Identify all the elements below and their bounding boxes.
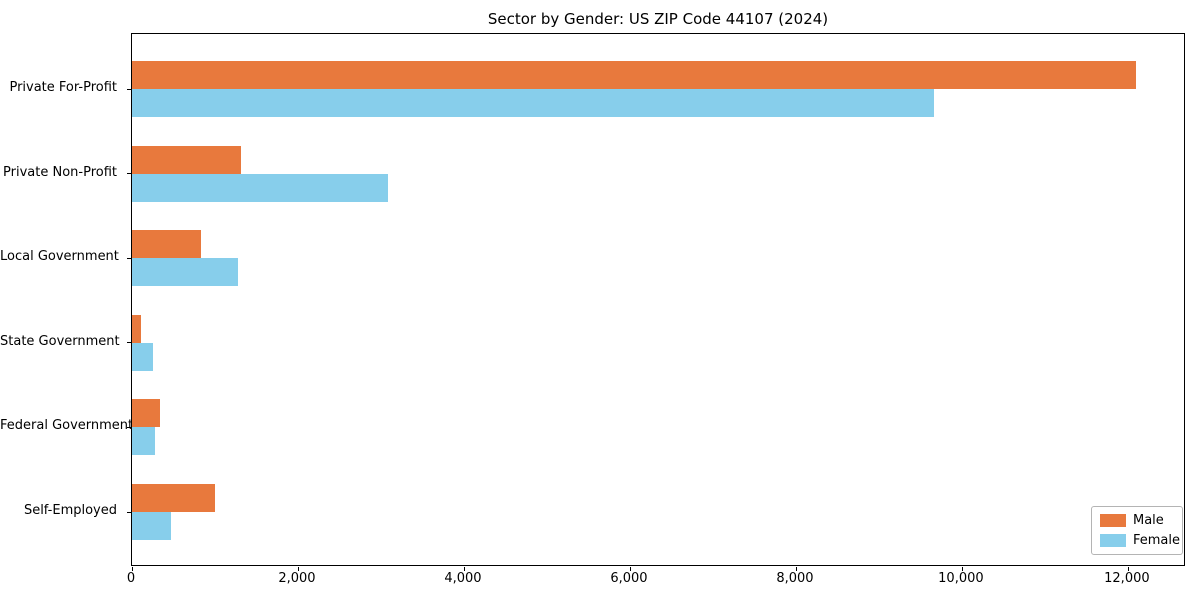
y-label-private-for-profit: Private For-Profit (9, 80, 117, 95)
x-label-12000: 12,000 (1104, 571, 1150, 586)
y-tick-federal-government (127, 426, 131, 428)
legend-entry-male: Male (1100, 513, 1174, 528)
x-tick-4000 (463, 567, 465, 571)
bar-male-federal-government (132, 399, 160, 428)
legend-swatch-male (1100, 514, 1126, 527)
bar-male-private-non-profit (132, 145, 241, 174)
x-label-10000: 10,000 (938, 571, 984, 586)
y-tick-state-government (127, 342, 131, 344)
legend-label-male: Male (1133, 513, 1164, 528)
bar-female-private-non-profit (132, 173, 388, 202)
bar-male-state-government (132, 314, 141, 343)
y-label-local-government: Local Government (0, 249, 119, 265)
x-label-2000: 2,000 (278, 571, 316, 586)
legend-label-female: Female (1133, 533, 1181, 548)
legend: Male Female (1091, 506, 1183, 555)
x-tick-6000 (629, 567, 631, 571)
x-label-6000: 6,000 (610, 571, 648, 586)
y-label-private-non-profit: Private Non-Profit (3, 164, 117, 180)
bar-female-state-government (132, 342, 153, 371)
y-tick-self-employed (127, 511, 131, 513)
x-label-4000: 4,000 (444, 571, 482, 586)
bar-female-federal-government (132, 427, 155, 456)
x-tick-0 (132, 567, 133, 571)
y-tick-private-for-profit (127, 88, 131, 90)
chart-title: Sector by Gender: US ZIP Code 44107 (202… (487, 10, 829, 28)
plot-area: Male Female (127, 33, 1185, 571)
y-label-federal-government: Federal Government (0, 418, 134, 434)
bar-female-self-employed (132, 512, 171, 540)
bar-male-local-government (132, 230, 201, 259)
bar-female-private-for-profit (132, 89, 934, 117)
y-label-self-employed: Self-Employed (23, 503, 117, 518)
x-axis-labels: 0 2,000 4,000 6,000 8,000 10,000 12,000 (127, 571, 1185, 591)
y-tick-local-government (127, 257, 131, 259)
bar-female-local-government (132, 258, 238, 287)
x-tick-12000 (1127, 567, 1129, 571)
x-tick-8000 (795, 567, 797, 571)
y-axis-labels: Private For-Profit Private Non-Profit Loca… (0, 33, 134, 566)
legend-swatch-female (1100, 534, 1126, 547)
x-label-0: 0 (126, 571, 136, 586)
bar-male-private-for-profit (132, 61, 1136, 89)
x-tick-10000 (961, 567, 963, 571)
x-label-8000: 8,000 (776, 571, 814, 586)
bar-male-self-employed (132, 484, 215, 512)
y-label-state-government: State Government (0, 333, 120, 349)
legend-entry-female: Female (1100, 533, 1180, 548)
x-tick-2000 (297, 567, 299, 571)
y-tick-private-non-profit (127, 173, 131, 175)
